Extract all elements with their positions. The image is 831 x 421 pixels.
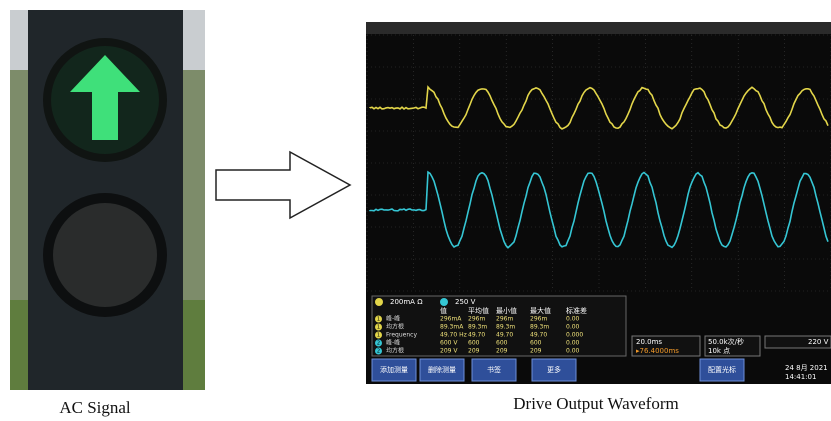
- caption: Drive Output Waveform: [513, 394, 678, 413]
- softkey-label: 删除测量: [428, 365, 456, 374]
- figure: AC Signal 200mA Ω 250 V 20.0ms ▸76.4000m…: [0, 0, 831, 421]
- channel-number: 1: [377, 317, 380, 323]
- table-cell: 296m: [496, 316, 513, 323]
- table-cell: 296m: [530, 316, 547, 323]
- softkey-label: 配置光标: [708, 365, 736, 374]
- table-cell: 49.70: [496, 332, 513, 339]
- table-cell: 209 V: [440, 348, 458, 355]
- sample-rate: 50.0k次/秒: [708, 337, 744, 346]
- table-cell: 0.00: [566, 348, 580, 355]
- table-cell: 89.3mA: [440, 324, 464, 331]
- row-label: 峰-峰: [386, 315, 400, 323]
- table-cell: 296mA: [440, 316, 462, 323]
- table-cell: 0.000: [566, 332, 583, 339]
- softkey-label: 更多: [547, 365, 561, 374]
- table-cell: 600: [530, 340, 542, 347]
- table-cell: 600: [468, 340, 480, 347]
- trigger-position: ▸76.4000ms: [636, 347, 679, 355]
- table-cell: 0.00: [566, 340, 580, 347]
- oscilloscope-screen: 200mA Ω 250 V 20.0ms ▸76.4000ms 50.0k次/秒…: [366, 22, 831, 384]
- date: 24 8月 2021: [785, 364, 828, 372]
- channel-scale: 200mA Ω: [390, 298, 423, 306]
- trigger-level: 220 V: [808, 338, 829, 346]
- table-cell: 0.00: [566, 324, 580, 331]
- traffic-light-photo: [10, 10, 205, 390]
- softkey-label: 书签: [487, 365, 501, 374]
- channel-number: 1: [377, 333, 380, 339]
- table-cell: 209: [468, 348, 480, 355]
- table-cell: 296m: [468, 316, 485, 323]
- table-cell: 89.3m: [530, 324, 549, 331]
- table-cell: 49.70: [468, 332, 485, 339]
- table-header: 最大值: [530, 306, 551, 315]
- table-header: 平均值: [468, 306, 489, 315]
- channel-number: 2: [377, 349, 380, 355]
- arrow: [216, 152, 350, 218]
- table-header: 标准差: [566, 306, 587, 315]
- table-cell: 600 V: [440, 340, 458, 347]
- table-cell: 49.70 Hz: [440, 332, 467, 339]
- row-label: 峰-峰: [386, 339, 400, 347]
- table-cell: 89.3m: [468, 324, 487, 331]
- record-length: 10k 点: [708, 347, 730, 355]
- table-cell: 600: [496, 340, 508, 347]
- row-label: 均方根: [386, 347, 404, 355]
- channel-number: 2: [377, 341, 380, 347]
- row-label: Frequency: [386, 332, 417, 339]
- table-cell: 209: [496, 348, 508, 355]
- time: 14:41:01: [785, 373, 816, 381]
- table-cell: 89.3m: [496, 324, 515, 331]
- timebase: 20.0ms: [636, 338, 662, 346]
- softkey-label: 添加测量: [380, 365, 408, 374]
- table-cell: 209: [530, 348, 542, 355]
- row-label: 均方根: [386, 323, 404, 331]
- table-header: 值: [440, 306, 447, 315]
- channel-number: 1: [377, 325, 380, 331]
- channel-scale: 250 V: [455, 298, 476, 306]
- caption: AC Signal: [59, 398, 131, 417]
- table-header: 最小值: [496, 306, 517, 315]
- page: AC Signal 200mA Ω 250 V 20.0ms ▸76.4000m…: [0, 0, 831, 421]
- table-cell: 0.00: [566, 316, 580, 323]
- table-cell: 49.70: [530, 332, 547, 339]
